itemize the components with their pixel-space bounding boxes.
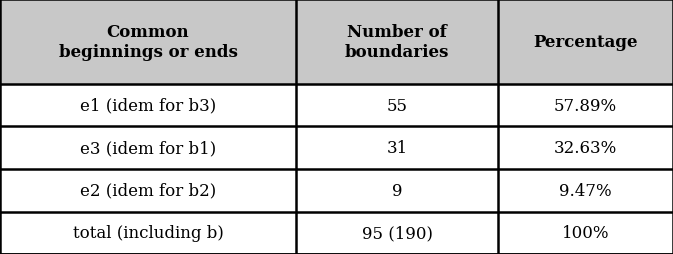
Text: 100%: 100%: [562, 224, 609, 241]
Bar: [296, 169, 498, 212]
Text: 95 (190): 95 (190): [361, 224, 433, 241]
Bar: [0, 127, 296, 169]
Bar: [0, 212, 296, 254]
Bar: [0, 85, 296, 127]
Bar: [296, 85, 498, 127]
Text: e2 (idem for b2): e2 (idem for b2): [80, 182, 216, 199]
Text: e3 (idem for b1): e3 (idem for b1): [80, 140, 216, 157]
Bar: [498, 127, 673, 169]
Text: 57.89%: 57.89%: [554, 97, 617, 114]
Bar: [0, 169, 296, 212]
Bar: [0, 0, 296, 85]
Bar: [296, 127, 498, 169]
Text: 32.63%: 32.63%: [554, 140, 617, 157]
Bar: [498, 169, 673, 212]
Bar: [498, 85, 673, 127]
Bar: [296, 0, 498, 85]
Text: 9: 9: [392, 182, 402, 199]
Bar: [296, 212, 498, 254]
Text: 55: 55: [386, 97, 408, 114]
Bar: [498, 212, 673, 254]
Bar: [498, 0, 673, 85]
Text: 31: 31: [386, 140, 408, 157]
Text: total (including b): total (including b): [73, 224, 223, 241]
Text: 9.47%: 9.47%: [559, 182, 612, 199]
Text: Common
beginnings or ends: Common beginnings or ends: [59, 24, 238, 60]
Text: Number of
boundaries: Number of boundaries: [345, 24, 450, 60]
Text: e1 (idem for b3): e1 (idem for b3): [80, 97, 216, 114]
Text: Percentage: Percentage: [533, 34, 638, 51]
